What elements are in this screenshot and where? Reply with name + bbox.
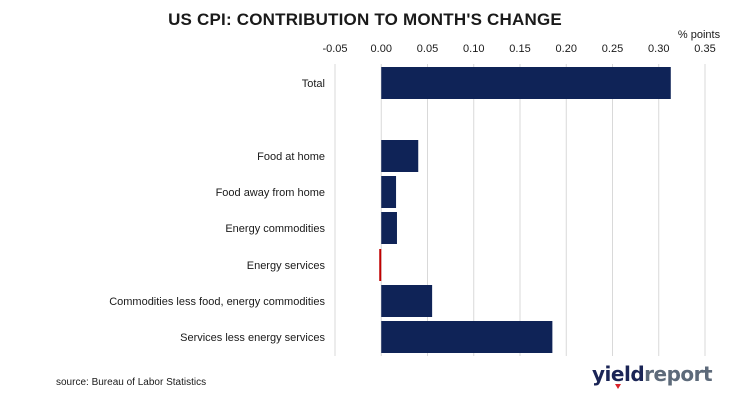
- tick-label: 0.30: [648, 43, 669, 55]
- category-label: Energy services: [247, 260, 326, 272]
- bars: [379, 67, 671, 353]
- tick-label: 0.20: [556, 43, 577, 55]
- category-label: Total: [302, 78, 325, 90]
- category-label: Commodities less food, energy commoditie…: [109, 296, 325, 308]
- tick-label: 0.15: [509, 43, 530, 55]
- source-note: source: Bureau of Labor Statistics: [56, 377, 207, 388]
- category-labels: Total Food at home Food away from home Ener…: [109, 78, 325, 344]
- tick-label: 0.25: [602, 43, 623, 55]
- bar-energy-services: [379, 249, 382, 281]
- unit-label: % points: [678, 29, 721, 41]
- category-label: Food away from home: [216, 187, 325, 199]
- logo-tick-icon: [615, 384, 621, 389]
- category-label: Services less energy services: [180, 332, 325, 344]
- bar-food-away-from-home: [381, 176, 397, 208]
- x-axis-ticks: -0.05 0.00 0.05 0.10 0.15 0.20 0.25 0.30 0.35: [322, 43, 715, 55]
- tick-label: 0.00: [371, 43, 392, 55]
- tick-label: -0.05: [322, 43, 347, 55]
- tick-label: 0.05: [417, 43, 438, 55]
- logo-word-report: report: [644, 362, 713, 386]
- bar-energy-commodities: [381, 212, 397, 244]
- bar-commodities-less-food-energy-commodities: [381, 285, 433, 317]
- tick-label: 0.10: [463, 43, 484, 55]
- bar-services-less-energy-services: [381, 321, 553, 353]
- chart-title: US CPI: CONTRIBUTION TO MONTH'S CHANGE: [168, 10, 562, 29]
- bar-food-at-home: [381, 140, 419, 172]
- yieldreport-logo: yieldreport: [592, 362, 713, 389]
- category-label: Energy commodities: [225, 223, 325, 235]
- logo-word-yield: yield: [592, 362, 645, 386]
- category-label: Food at home: [257, 151, 325, 163]
- bar-total: [381, 67, 671, 99]
- tick-label: 0.35: [694, 43, 715, 55]
